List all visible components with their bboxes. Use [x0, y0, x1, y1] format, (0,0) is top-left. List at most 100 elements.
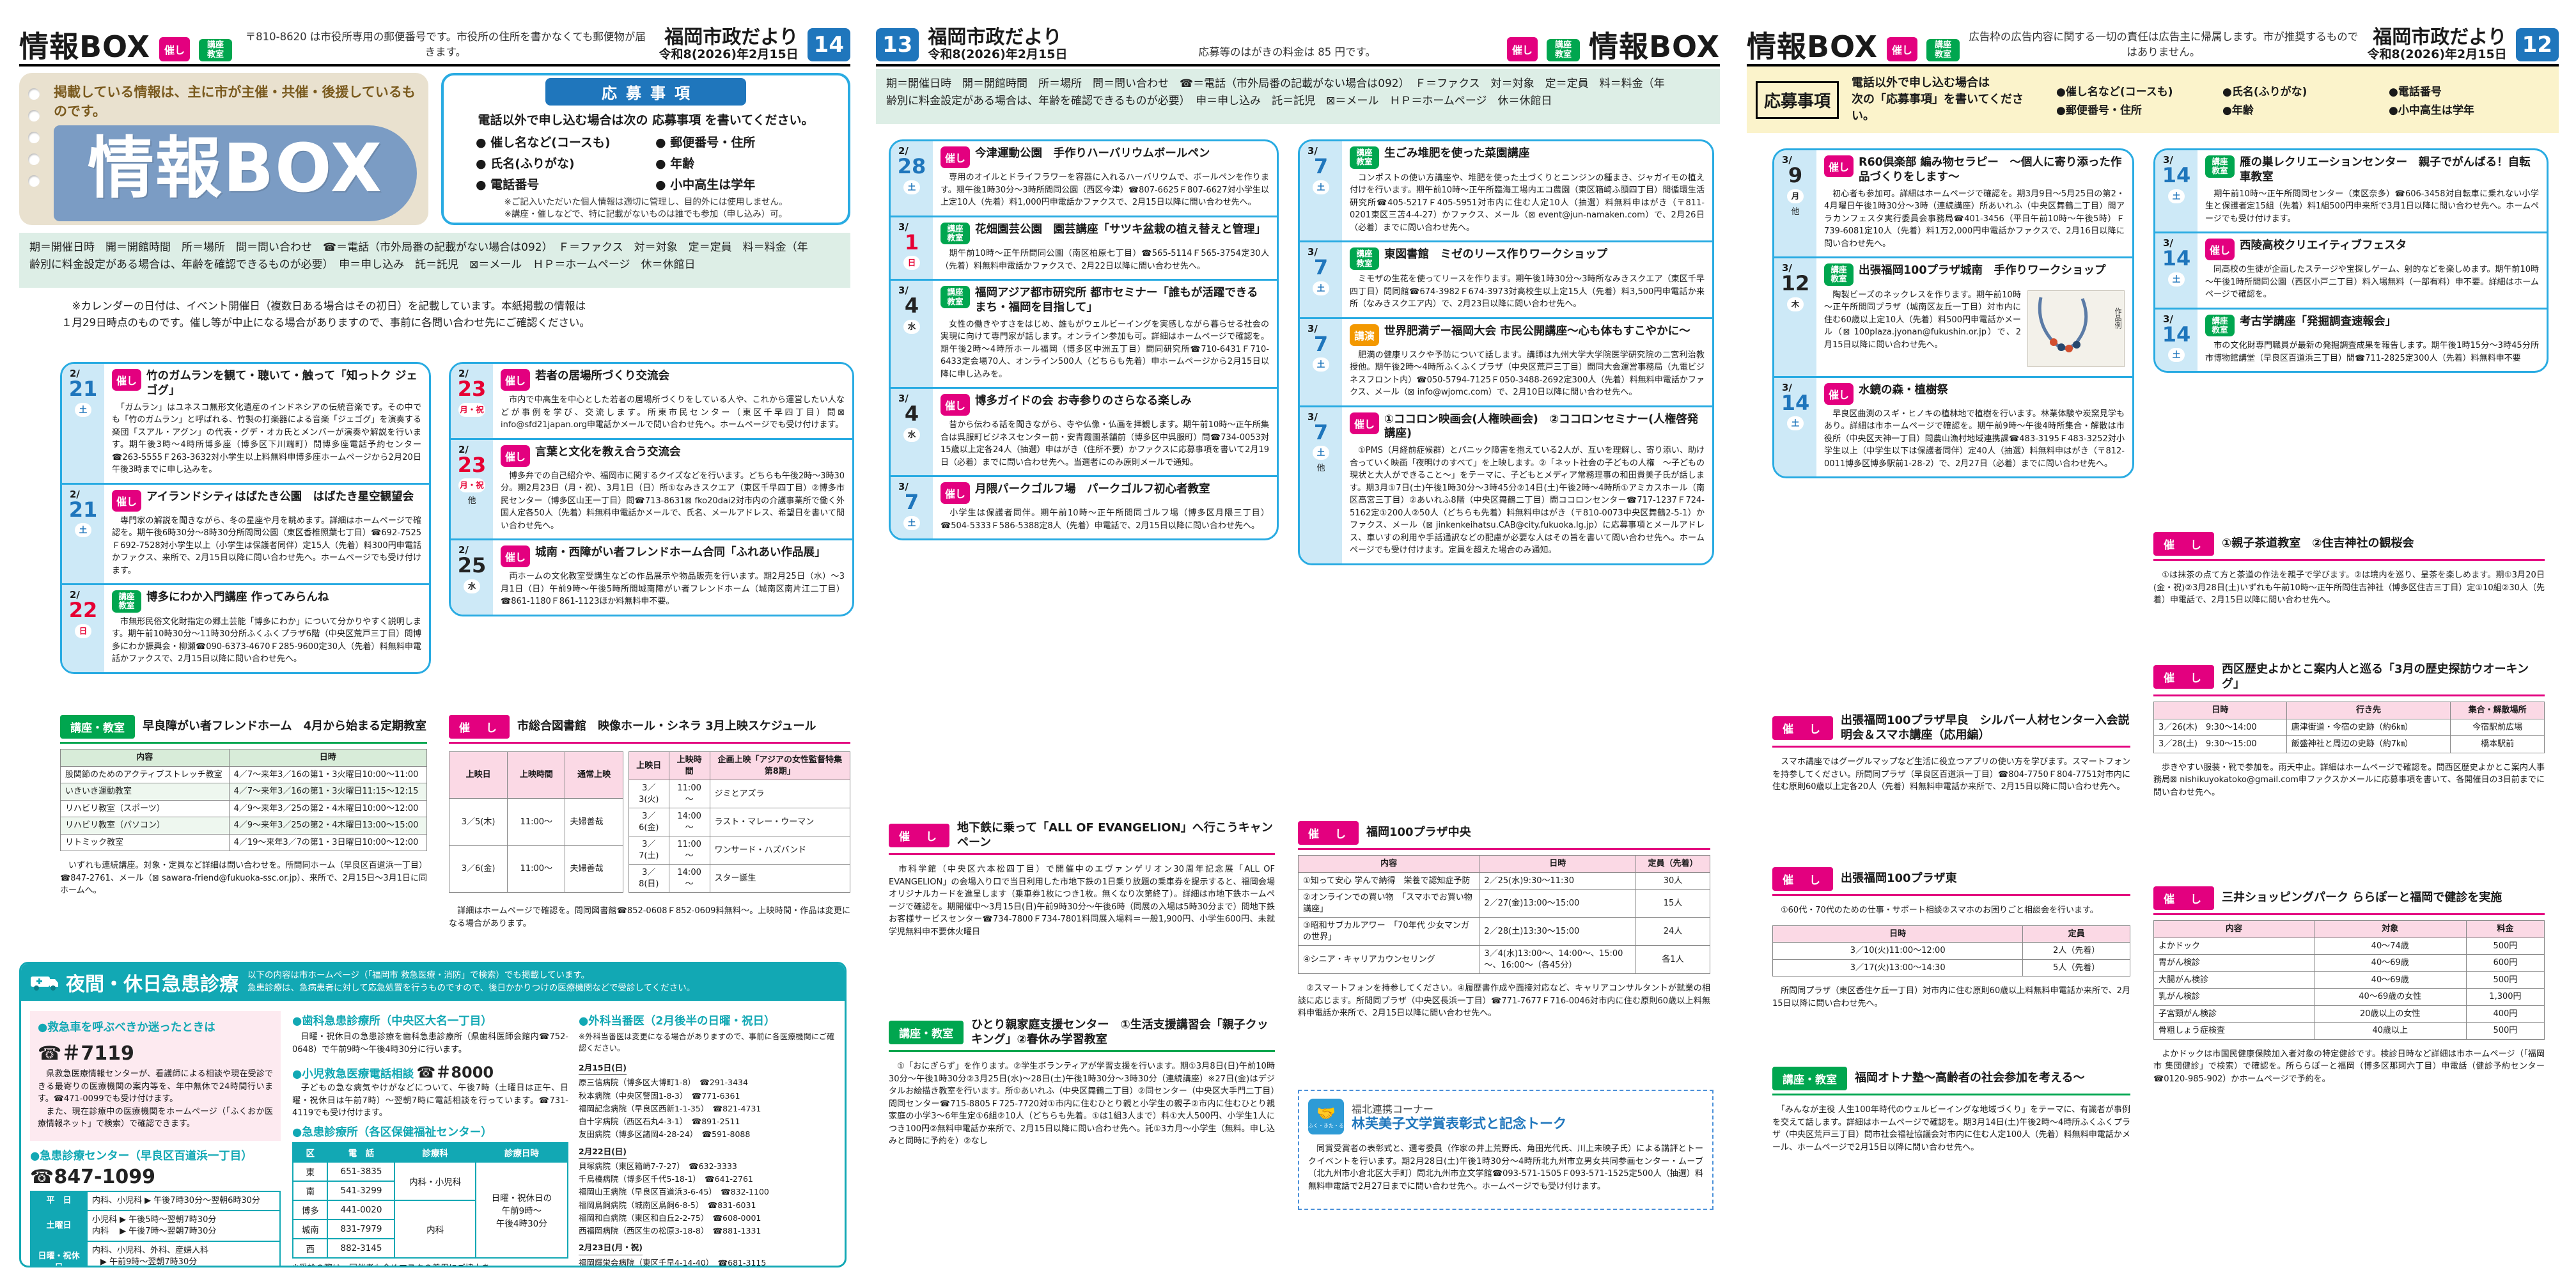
- tea-ceremony-block: 催 し ①親子茶道教室 ②住吉神社の観桜会 ①は抹茶の点て方と茶道の作法を親子で…: [2153, 532, 2545, 615]
- section-title: 市総合図書館 映像ホール・シネラ 3月上映スケジュール: [517, 719, 816, 734]
- page-number: 14: [807, 28, 850, 61]
- event-type-badge: 講座 教室: [941, 286, 970, 308]
- event-title: 出張福岡100プラザ城南 手作りワークショップ: [1859, 264, 2106, 277]
- application-item: ● 電話番号: [476, 178, 540, 192]
- class-badge: 講座 教室: [1926, 39, 1960, 61]
- emergency-center-table: 平 日内科、小児科 ▶ 午後7時30分～翌朝6時30分 土曜日 小児科 ▶ 午後5…: [30, 1190, 281, 1266]
- event-card: 2/23 月・祝他 催し 言葉と文化を教え合う交流会 博多弁での自己紹介や、福岡市…: [451, 437, 852, 538]
- p14-event-column-1: 2/21 土 催し 竹のガムランを観て・聴いて・触って「知っトク ジェゴグ」 「ガ…: [60, 362, 431, 674]
- event-type-badge: 催し: [1824, 155, 1854, 177]
- single-parent-body: ①「おにぎらず」を作ります。②学生ボランティアが学習支援を行います。期①3月8日…: [889, 1062, 1275, 1146]
- ward-clinics-heading: ●急患診療所（各区保健福祉センター）: [292, 1126, 492, 1139]
- p14-event-column-2: 2/23 月・祝 催し 若者の居場所づくり交流会 市内で中高生を中心とした若者の居…: [449, 362, 854, 616]
- event-type-badge: 講座 教室: [1824, 263, 1854, 286]
- section-title: 三井ショッピングパーク ららぽーと福岡で健診を実施: [2222, 891, 2502, 905]
- plaza-higashi-note: 所問同プラザ（東区香住ケ丘一丁目）対市内に住む原則60歳以上料無料申電話か来所で…: [1772, 986, 2130, 1008]
- event-title: 博多ガイドの会 お寺参りのさらなる楽しみ: [975, 395, 1192, 408]
- tea-ceremony-body: ①は抹茶の点て方と茶道の作法を親子で学びます。②は境内を巡り、呈茶を楽しめます。…: [2153, 570, 2545, 605]
- application-items: ● 催し名など(コースも) ● 氏名(ふりがな) ● 電話番号 ● 郵便番号・住…: [459, 133, 832, 196]
- metro-campaign-body: 市科学館（中央区六本松四丁目）で開催中のエヴァンゲリオン30周年記念展「ALL …: [889, 865, 1275, 937]
- event-card: 3/7 土他 催し ①ココロン映画会(人権映画会) ②ココロンセミナー(人権啓発講…: [1300, 405, 1712, 563]
- binder-holes-decoration: [28, 88, 40, 187]
- event-title: 考古学講座「発掘調査速報会」: [2240, 315, 2396, 328]
- photo-caption: 作品例: [2114, 307, 2122, 329]
- event-body: ①PMS（月経前症候群）とパニック障害を抱えている2人が、互いを理解し、寄り添い…: [1350, 446, 1705, 555]
- page14-brand: 情報BOX: [19, 29, 150, 64]
- plaza-higashi-block: 催 し 出張福岡100プラザ東 ①60代・70代のための仕事・サポート相談②スマ…: [1772, 867, 2130, 1018]
- section-title: 地下鉄に乗って「ALL OF EVANGELION」へ行こうキャンペーン: [957, 821, 1273, 849]
- fukuhoku-body: 同賞受賞者の表彰式と、選考委員（作家の井上荒野氏、角田光代氏、川上未映子氏）によ…: [1308, 1144, 1703, 1191]
- event-title: 博多にわか入門講座 作ってみらんね: [146, 591, 329, 604]
- plaza-sawara-body: スマホ講座ではグーグルマップなど生活に役立つアプリの使い方を学びます。スマートフ…: [1772, 757, 2130, 792]
- event-type-badge: 講座 教室: [1350, 247, 1379, 270]
- walking-table: 日時 行き先 集合・解散場所 3／26(木) 9:30～14:00 唐津街道・今宿の史…: [2153, 702, 2545, 753]
- section-title: ひとり親家庭支援センター ①生活支援講習会「親子クッキング」②春休み学習教室: [971, 1018, 1268, 1046]
- page-number: 13: [876, 28, 919, 61]
- paper-name: 福岡市政だより: [2373, 26, 2507, 49]
- event-title: 西陵高校クリエイティブフェスタ: [2240, 239, 2407, 252]
- paper-name: 福岡市政だより: [928, 26, 1062, 49]
- kids-phone-number: ☎＃8000: [416, 1063, 494, 1081]
- event-type-badge: 講座 教室: [2205, 314, 2235, 337]
- event-badge: 催し: [159, 37, 191, 61]
- section-badge: 講座・教室: [1772, 1067, 1847, 1090]
- application-items-box: 応募事項 電話以外で申し込む場合は次の 応募事項 を書いてください。 ● 催し名…: [441, 73, 850, 225]
- event-body: 陶製ビーズのネックレスを作ります。期午前10時～正午所問同プラザ（城南区友丘一丁…: [1824, 290, 2021, 350]
- page-12: 情報BOX 催し 講座 教室 広告枠の広告内容に関する一切の責任は広告主に帰属しま…: [1747, 17, 2559, 1270]
- section-title: 福岡オトナ塾～高齢者の社会参加を考える～: [1855, 1071, 2085, 1085]
- event-title: R60倶楽部 編み物セラピー ～個人に寄り添った作品づくりをします～: [1859, 156, 2122, 184]
- handshake-icon: 🤝 ふく・きた・る: [1308, 1099, 1344, 1134]
- workshop-photo: 作品例: [2027, 290, 2125, 367]
- page-number: 12: [2515, 28, 2559, 61]
- event-body: 専門家の解説を聞きながら、冬の星座や月を眺めます。詳細はホームページで確認を。期…: [112, 515, 421, 576]
- duty-date: 2月22日(日): [579, 1145, 627, 1159]
- event-title: ①ココロン映画会(人権映画会) ②ココロンセミナー(人権啓発講座): [1384, 412, 1699, 441]
- event-body: 期午前10時～正午所問同公園（南区柏原七丁目）☎565-5114Ｆ565-375…: [941, 249, 1269, 271]
- checkup-note: よかドックは市国民健康保険加入者対象の特定健診です。検診日時など詳細は市ホームペ…: [2153, 1049, 2545, 1084]
- application-item: ● 小中高生は学年: [655, 178, 756, 192]
- event-body: ミモザの生花を使ってリースを作ります。期午後1時30分～3時所なみきスクエア（東…: [1350, 274, 1705, 309]
- symbol-legend: 期＝開催日時 開＝開館時間 所＝場所 問＝問い合わせ ☎＝電話（市外局番の記載が…: [19, 233, 850, 288]
- page13-brand: 情報BOX: [1589, 29, 1720, 64]
- event-badge: 催し: [1887, 37, 1918, 61]
- plaza-higashi-table: 日時 定員 3／10(火)11:00～12:00 2人（先着） 3／17(火)13:…: [1772, 925, 2130, 977]
- emergency-center-phone: ☎847-1099: [30, 1165, 155, 1188]
- dental-body: 日曜・祝休日の急患診療を歯科急患診療所（県歯科医師会館内☎752-0648）で午…: [292, 1032, 568, 1055]
- sawara-friend-home-block: 講座・教室 早良障がい者フレンドホーム 4月から始まる定期教室 内容 日時 股関節…: [60, 715, 428, 906]
- emergency-center-heading: ●急患診療センター（早良区百道浜一丁目）: [30, 1149, 253, 1163]
- event-body: 肥満の健康リスクや予防について話します。講師は九州大学大学院医学研究院の二宮利治…: [1350, 350, 1705, 398]
- event-card: 3/7 土 催し 月隈パークゴルフ場 パークゴルフ初心者教室 小学生は保護者同伴。…: [891, 475, 1277, 539]
- section-badge: 催 し: [2153, 886, 2214, 910]
- checkup-table: 内容 対象 料金 よかドック 40～74歳 500円 胃がん検診 40～69歳 600円 大…: [2153, 920, 2545, 1040]
- fukuhoku-label: 福北連携コーナー: [1352, 1103, 1434, 1116]
- section-title: 西区歴史よかとこ案内人と巡る「3月の歴史探訪ウオーキング」: [2222, 663, 2529, 691]
- event-type-badge: 講演: [1350, 324, 1380, 346]
- event-title: 水鏡の森・植樹祭: [1859, 383, 1949, 396]
- event-card: 2/23 月・祝 催し 若者の居場所づくり交流会 市内で中高生を中心とした若者の居…: [451, 364, 852, 438]
- call-7119-number: ☎＃7119: [38, 1042, 134, 1065]
- event-card: 3/14 土 催し 西陵高校クリエイティブフェスタ 同高校の生徒が企画したステージ…: [2155, 231, 2547, 308]
- fukuhoku-corner-box: 🤝 ふく・きた・る 福北連携コーナー 林芙美子文学賞表彰式と記念トーク 同賞受賞者…: [1298, 1090, 1713, 1210]
- section-title: 早良障がい者フレンドホーム 4月から始まる定期教室: [143, 719, 426, 734]
- page-14: 情報BOX 催し 講座 教室 〒810-8620 は市役所専用の郵便番号です。市役…: [19, 17, 854, 1270]
- p13-event-column-2: 3/7 土 講座 教室 生ごみ堆肥を使った菜園講座 コンポストの使い方講座や、堆肥を…: [1298, 139, 1714, 565]
- ward-clinics-notes: ※受診の際は、同伴者も含めマスクの着用にご協力を。※乳幼児は、検査機器などが比較…: [292, 1262, 568, 1266]
- plaza-chuo-table: 内容 日時 定員（先着） ①知って安心 学んで納得 栄養で認知症予防 2／25(水)9…: [1297, 855, 1710, 975]
- paper-name: 福岡市政だより: [664, 26, 799, 49]
- event-body: 市無形民俗文化財指定の郷土芸能「博多にわか」について分かりやすく説明します。期午…: [112, 616, 421, 664]
- event-body: 昔から伝わる話を聞きながら、寺や仏像・仏画を拝観します。期午前10時～正午所集合…: [941, 420, 1269, 467]
- fukuoka100-plaza-chuo-block: 催 し 福岡100プラザ中央 内容 日時 定員（先着） ①知って安心 学んで納得 栄…: [1297, 821, 1710, 1028]
- event-card: 2/22 日 講座 教室 博多にわか入門講座 作ってみらんね 市無形民俗文化財指定の…: [62, 583, 429, 672]
- section-badge: 催 し: [889, 824, 949, 847]
- event-title: 城南・西障がい者フレンドホーム合同「ふれあい作品展」: [535, 546, 826, 559]
- event-body: 市の文化財専門職員が最新の発掘調査成果を報告します。期午後1時15分～3時45分…: [2205, 341, 2539, 363]
- surgeon-heading: ●外科当番医（2月後半の日曜・祝日）: [579, 1015, 776, 1028]
- event-type-badge: 催し: [501, 545, 531, 567]
- class-badge: 講座 教室: [199, 39, 233, 61]
- application-item: ● 催し名など(コースも): [476, 136, 611, 150]
- medical-header: 夜間・休日急患診療 以下の内容は市ホームページ（「福岡市 救急医療・消防」で検索…: [21, 964, 845, 1001]
- paper-date: 令和8(2026)年2月15日: [659, 47, 799, 62]
- application-item: ● 氏名(ふりがな): [476, 157, 575, 171]
- otona-juku-body: 「みんなが主役 人生100年時代のウェルビーイングな地域づくり」をテーマに、有識…: [1772, 1105, 2130, 1152]
- event-card: 2/21 土 催し アイランドシティはばたき公園 はばたき星空観望会 専門家の解説…: [62, 482, 429, 583]
